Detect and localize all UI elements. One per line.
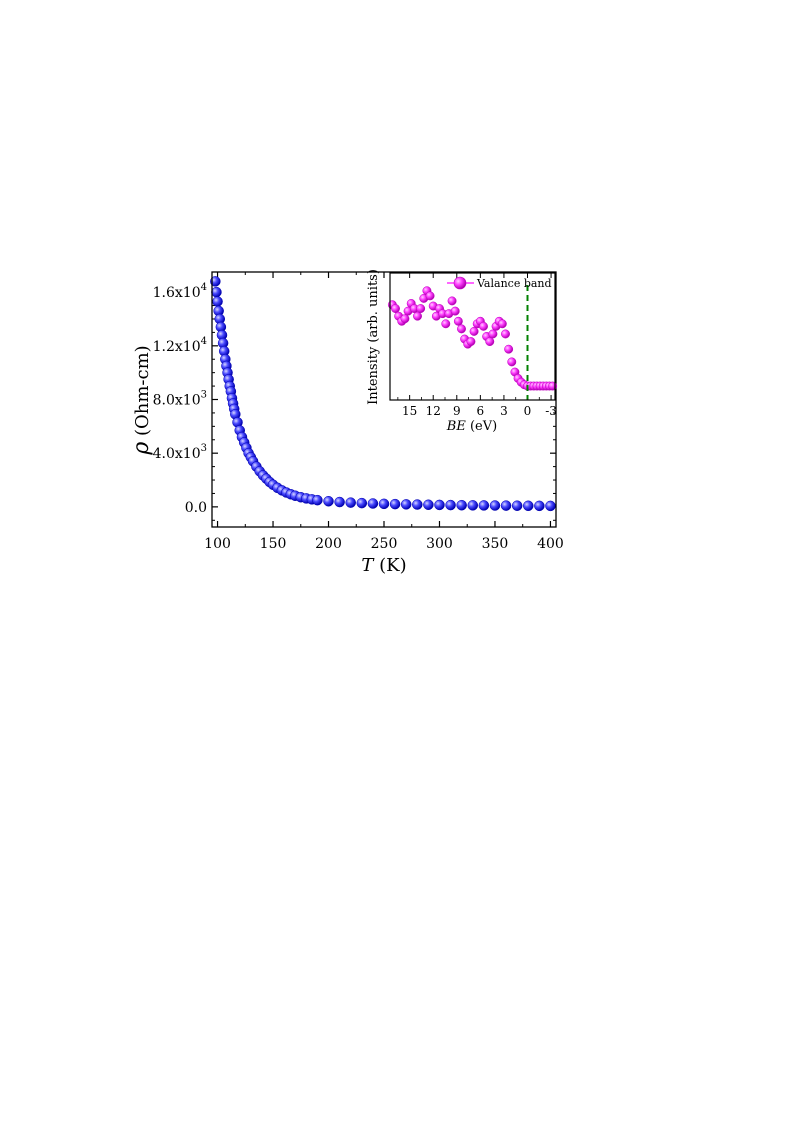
data-point: [467, 500, 479, 511]
inset-x-tick-label: -3: [545, 404, 557, 418]
inset-x-tick-labels: 15 12 9 6 3 0 -3: [402, 404, 557, 418]
x-tick-label: 250: [371, 536, 398, 552]
inset-data-point: [400, 314, 410, 324]
inset-x-tick-label: 6: [477, 404, 485, 418]
data-point: [378, 498, 390, 510]
y-tick-label: 1.2x104: [153, 336, 207, 355]
inset-legend: Valance band: [447, 276, 552, 290]
y-tick-label: 0.0: [185, 500, 207, 516]
inset-data-point: [488, 329, 498, 339]
main-y-tick-labels: 0.0 4.0x103 8.0x103 1.2x104 1.6x104: [153, 282, 207, 516]
legend-label: Valance band: [476, 277, 552, 290]
inset-x-tick-label: 12: [426, 404, 441, 418]
inset-data-point: [447, 296, 457, 306]
inset-data-point: [453, 316, 463, 326]
inset-data-point: [469, 326, 479, 336]
inset-data-point: [501, 329, 510, 339]
data-point: [211, 286, 222, 298]
inset-data-point: [479, 321, 488, 331]
inset-data-point: [466, 337, 476, 347]
data-point: [345, 497, 356, 508]
inset-data-point: [391, 304, 400, 314]
x-tick-label: 100: [204, 536, 231, 552]
inset-x-axis-title: BE (eV): [446, 419, 497, 434]
inset-plot-frame: [389, 272, 556, 401]
main-plot-frame: [211, 271, 557, 528]
main-data-points: [210, 276, 556, 512]
x-tick-label: 150: [260, 536, 287, 552]
inset-x-tick-label: 9: [453, 404, 461, 418]
data-point: [323, 495, 334, 507]
data-point: [367, 498, 379, 509]
data-point: [534, 500, 545, 512]
x-tick-label: 200: [315, 536, 342, 552]
data-point: [545, 500, 556, 512]
main-x-tick-labels: 100 150 200 250 300 350 400: [204, 536, 564, 552]
data-point: [356, 497, 368, 509]
inset-data-point: [504, 344, 514, 354]
x-tick-label: 350: [482, 536, 509, 552]
data-point: [500, 500, 512, 511]
y-tick-label: 8.0x103: [153, 390, 207, 409]
inset-data-point: [450, 306, 460, 316]
inset-data-point: [413, 311, 422, 321]
legend-marker: [453, 276, 467, 290]
inset-x-tick-label: 0: [524, 404, 532, 418]
data-point: [212, 296, 223, 307]
inset-y-axis-title: Intensity (arb. units): [366, 269, 381, 405]
data-point: [523, 500, 534, 512]
data-point: [489, 500, 501, 511]
data-point: [412, 499, 423, 510]
x-tick-label: 400: [537, 536, 564, 552]
inset-data-point: [441, 319, 451, 329]
data-point: [478, 500, 490, 511]
y-tick-label: 1.6x104: [153, 282, 207, 301]
inset-x-tick-label: 15: [402, 404, 417, 418]
y-axis-title: ρ (Ohm-cm): [129, 345, 154, 455]
inset-data-point: [416, 304, 426, 314]
inset-data-point: [507, 357, 517, 367]
inset-x-tick-label: 3: [500, 404, 508, 418]
inset-data-point: [425, 291, 435, 301]
data-point: [445, 499, 456, 511]
inset-data-point: [497, 319, 507, 329]
data-point: [389, 498, 401, 510]
x-axis-title: T (K): [361, 555, 406, 576]
data-point: [434, 499, 445, 511]
inset-data-point: [457, 324, 466, 334]
y-tick-label: 4.0x103: [153, 443, 207, 462]
inset-data-point: [485, 337, 495, 347]
inset-data-points: [387, 286, 558, 391]
inset-background: [390, 273, 555, 400]
data-point: [210, 276, 221, 287]
data-point: [312, 494, 323, 506]
x-tick-label: 300: [426, 536, 453, 552]
data-point: [423, 499, 434, 510]
data-point: [511, 500, 523, 511]
data-point: [334, 496, 345, 508]
data-point: [400, 499, 412, 510]
data-point: [456, 499, 467, 511]
